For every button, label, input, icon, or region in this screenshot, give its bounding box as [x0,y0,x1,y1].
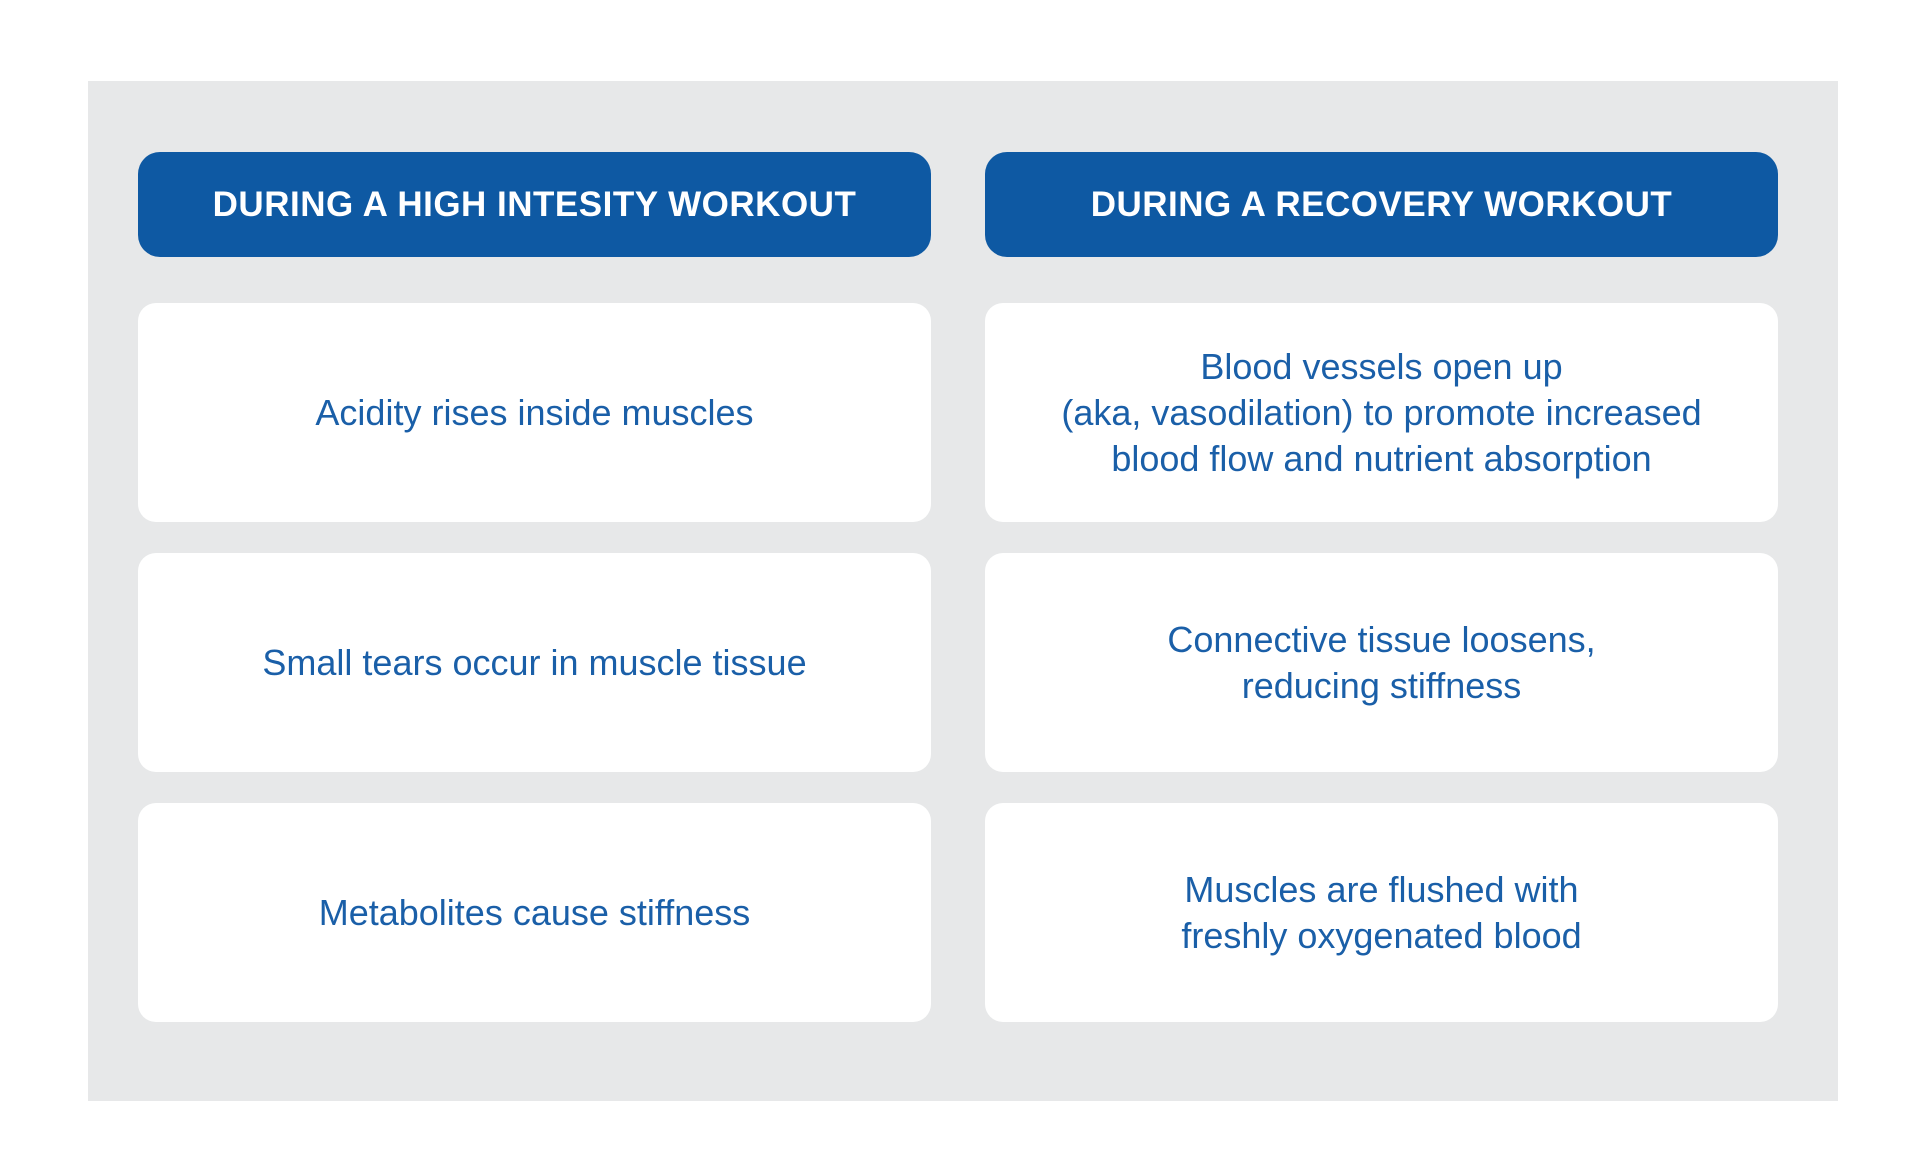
header-recovery-workout: DURING A RECOVERY WORKOUT [985,152,1778,257]
comparison-panel: DURING A HIGH INTESITY WORKOUT Acidity r… [88,81,1838,1101]
card-acidity-rises: Acidity rises inside muscles [138,303,931,522]
card-connective-tissue-text: Connective tissue loosens, reducing stiff… [1167,618,1596,706]
card-muscles-flushed: Muscles are flushed with freshly oxygenat… [985,803,1778,1022]
card-acidity-rises-text: Acidity rises inside muscles [315,391,754,433]
card-connective-tissue: Connective tissue loosens, reducing stiff… [985,553,1778,772]
card-blood-vessels-open: Blood vessels open up (aka, vasodilation)… [985,303,1778,522]
card-metabolites-stiffness: Metabolites cause stiffness [138,803,931,1022]
cards-high-intensity: Acidity rises inside muscles Small tears… [138,303,931,1022]
column-high-intensity: DURING A HIGH INTESITY WORKOUT Acidity r… [138,152,931,1022]
card-small-tears: Small tears occur in muscle tissue [138,553,931,772]
header-high-intensity-workout: DURING A HIGH INTESITY WORKOUT [138,152,931,257]
card-muscles-flushed-text: Muscles are flushed with freshly oxygenat… [1181,868,1582,956]
card-metabolites-stiffness-text: Metabolites cause stiffness [318,891,751,933]
card-blood-vessels-open-text: Blood vessels open up (aka, vasodilation)… [1061,345,1702,479]
column-recovery: DURING A RECOVERY WORKOUT Blood vessels … [985,152,1778,1022]
card-small-tears-text: Small tears occur in muscle tissue [262,641,807,683]
cards-recovery: Blood vessels open up (aka, vasodilation)… [985,303,1778,1022]
